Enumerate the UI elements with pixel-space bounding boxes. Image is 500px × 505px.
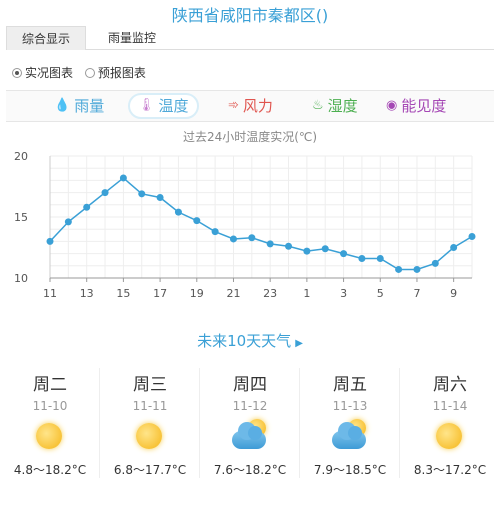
- chart-title: 过去24小时温度实况(℃): [182, 130, 318, 144]
- metric-visibility[interactable]: ◉ 能见度: [386, 93, 446, 119]
- x-tick-label: 9: [450, 287, 457, 300]
- raindrop-icon: 💧: [54, 98, 71, 113]
- day-date: 11-12: [232, 399, 268, 413]
- x-tick-label: 21: [226, 287, 240, 300]
- temperature-data-point: [340, 250, 348, 258]
- temperature-data-point: [248, 234, 256, 242]
- forecast-day[interactable]: 周三 11-11 6.8～17.7°C: [100, 362, 200, 486]
- partly-cloudy-icon: [230, 419, 270, 455]
- tab-overview[interactable]: 综合显示: [6, 26, 86, 50]
- day-date: 11-10: [32, 399, 68, 413]
- eye-icon: ◉: [386, 98, 398, 113]
- day-temp-range: 8.3～17.2°C: [413, 463, 487, 477]
- wind-icon: ➾: [228, 98, 239, 113]
- temperature-series-line: [49, 176, 473, 271]
- y-tick-label: 10: [14, 272, 28, 285]
- temperature-data-point: [321, 245, 329, 253]
- forecast-day[interactable]: 周四 11-12 7.6～18.2°C: [200, 362, 300, 486]
- sunny-icon: [430, 419, 470, 455]
- y-tick-label: 20: [14, 150, 28, 163]
- forecast-day[interactable]: 周六 11-14 8.3～17.2°C: [400, 362, 500, 486]
- x-tick-label: 5: [377, 287, 384, 300]
- forecast-days: 周二 11-10 4.8～18.2°C 周三 11-11 6.8～17.7°C …: [0, 362, 500, 492]
- forecast-heading[interactable]: 未来10天天气 ▶: [197, 332, 303, 350]
- temperature-data-point: [138, 190, 146, 198]
- page-title: 陕西省咸阳市秦都区(): [171, 6, 329, 25]
- temperature-data-point: [358, 254, 366, 262]
- temperature-data-point: [101, 189, 109, 197]
- metric-wind[interactable]: ➾ 风力: [228, 93, 273, 119]
- day-name: 周三: [133, 375, 167, 395]
- tab-rainfall-monitor[interactable]: 雨量监控: [107, 31, 156, 45]
- temperature-data-point: [303, 247, 311, 255]
- x-tick-label: 3: [340, 287, 347, 300]
- temperature-data-point: [450, 244, 458, 251]
- x-tick-label: 15: [116, 287, 130, 300]
- day-date: 11-14: [432, 399, 468, 413]
- temperature-data-point: [413, 265, 421, 273]
- x-tick-label: 7: [413, 287, 420, 300]
- radio-live-chart[interactable]: 实况图表: [12, 64, 73, 81]
- metric-rainfall[interactable]: 💧 雨量: [54, 93, 104, 119]
- y-tick-label: 15: [14, 211, 28, 224]
- x-tick-label: 17: [153, 287, 167, 300]
- forecast-day[interactable]: 周五 11-13 7.9～18.5°C: [300, 362, 400, 486]
- metric-temperature[interactable]: 🌡 温度: [128, 93, 199, 119]
- x-tick-label: 1: [303, 287, 310, 300]
- temperature-data-point: [193, 217, 201, 225]
- play-arrow-icon: ▶: [295, 338, 303, 349]
- day-temp-range: 4.8～18.2°C: [13, 463, 87, 477]
- day-date: 11-13: [332, 399, 368, 413]
- forecast-day[interactable]: 周二 11-10 4.8～18.2°C: [0, 362, 100, 486]
- day-date: 11-11: [132, 399, 168, 413]
- temperature-data-point: [285, 242, 293, 250]
- x-tick-label: 23: [263, 287, 277, 300]
- day-name: 周二: [33, 375, 67, 395]
- temperature-data-point: [46, 237, 54, 245]
- temperature-data-point: [211, 228, 219, 236]
- metric-humidity[interactable]: ♨ 湿度: [312, 93, 358, 119]
- partly-cloudy-icon: [330, 419, 370, 455]
- temperature-data-point: [266, 240, 274, 248]
- tab-bar: 综合显示 雨量监控: [6, 26, 494, 50]
- day-temp-range: 7.9～18.5°C: [313, 463, 387, 477]
- temperature-data-point: [376, 254, 384, 262]
- temperature-data-point: [174, 208, 182, 216]
- temperature-data-point: [156, 193, 164, 201]
- day-name: 周六: [433, 375, 467, 395]
- humidity-drop-icon: ♨: [312, 98, 324, 113]
- x-tick-label: 11: [43, 287, 57, 300]
- radio-checked-icon: [12, 67, 22, 78]
- temperature-data-point: [431, 259, 439, 267]
- x-tick-label: 13: [80, 287, 94, 300]
- day-name: 周四: [233, 375, 267, 395]
- day-name: 周五: [333, 375, 367, 395]
- temperature-data-point: [83, 203, 91, 211]
- chart-mode-radios: 实况图表 预报图表: [12, 64, 154, 81]
- day-temp-range: 6.8～17.7°C: [113, 463, 187, 477]
- sunny-icon: [30, 419, 70, 455]
- temperature-data-point: [229, 235, 237, 243]
- radio-unchecked-icon: [84, 67, 95, 78]
- temperature-data-point: [119, 174, 127, 182]
- day-temp-range: 7.6～18.2°C: [213, 463, 287, 477]
- temperature-data-point: [468, 233, 476, 241]
- x-tick-label: 19: [190, 287, 204, 300]
- temperature-data-point: [64, 218, 72, 226]
- radio-forecast-chart[interactable]: 预报图表: [84, 64, 146, 81]
- temperature-data-point: [395, 265, 403, 273]
- metric-selector: 💧 雨量 🌡 温度 ➾ 风力 ♨ 湿度 ◉ 能见度: [6, 90, 494, 122]
- sunny-icon: [130, 419, 170, 455]
- thermometer-icon: 🌡: [138, 98, 155, 113]
